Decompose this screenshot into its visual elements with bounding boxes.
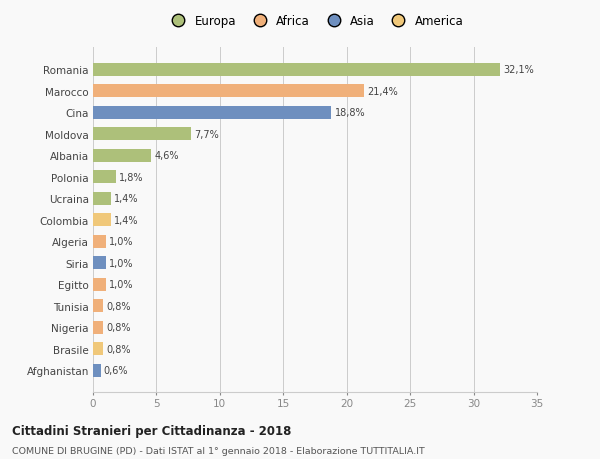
- Bar: [93, 128, 191, 141]
- Bar: [93, 342, 103, 355]
- Text: 1,0%: 1,0%: [109, 237, 133, 247]
- Bar: [93, 321, 103, 334]
- Bar: [93, 85, 364, 98]
- Bar: [93, 64, 500, 77]
- Text: 7,7%: 7,7%: [194, 129, 218, 140]
- Text: 1,4%: 1,4%: [114, 215, 139, 225]
- Text: 0,8%: 0,8%: [106, 301, 131, 311]
- Text: 18,8%: 18,8%: [335, 108, 365, 118]
- Bar: [93, 150, 151, 162]
- Bar: [93, 364, 101, 377]
- Text: 0,8%: 0,8%: [106, 344, 131, 354]
- Text: 4,6%: 4,6%: [155, 151, 179, 161]
- Bar: [93, 300, 103, 313]
- Bar: [93, 278, 106, 291]
- Text: 21,4%: 21,4%: [368, 87, 398, 97]
- Text: 1,4%: 1,4%: [114, 194, 139, 204]
- Text: 1,8%: 1,8%: [119, 173, 143, 182]
- Text: COMUNE DI BRUGINE (PD) - Dati ISTAT al 1° gennaio 2018 - Elaborazione TUTTITALIA: COMUNE DI BRUGINE (PD) - Dati ISTAT al 1…: [12, 446, 425, 455]
- Bar: [93, 171, 116, 184]
- Text: 0,8%: 0,8%: [106, 323, 131, 332]
- Bar: [93, 214, 111, 227]
- Text: Cittadini Stranieri per Cittadinanza - 2018: Cittadini Stranieri per Cittadinanza - 2…: [12, 425, 292, 437]
- Text: 32,1%: 32,1%: [503, 65, 534, 75]
- Bar: [93, 235, 106, 248]
- Text: 0,6%: 0,6%: [104, 365, 128, 375]
- Text: 1,0%: 1,0%: [109, 258, 133, 268]
- Bar: [93, 192, 111, 205]
- Bar: [93, 257, 106, 269]
- Bar: [93, 106, 331, 120]
- Text: 1,0%: 1,0%: [109, 280, 133, 290]
- Legend: Europa, Africa, Asia, America: Europa, Africa, Asia, America: [164, 13, 466, 30]
